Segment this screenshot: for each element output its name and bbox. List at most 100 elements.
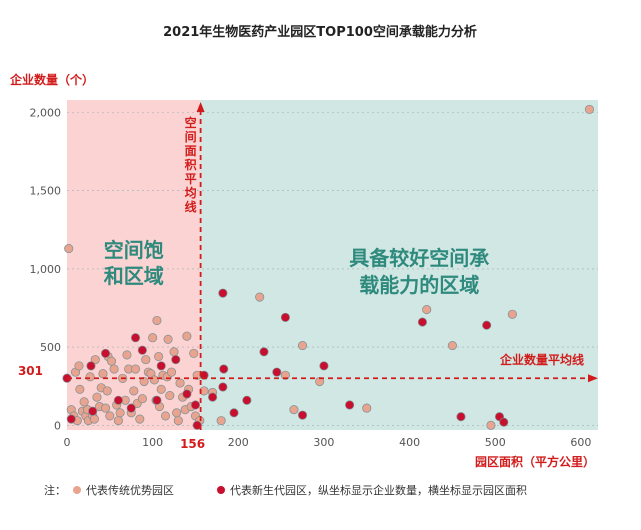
capacity-region-label-line1: 具备较好空间承 <box>349 246 489 270</box>
y-tick-label: 2,000 <box>30 107 62 120</box>
new-gen-park-point <box>182 389 192 399</box>
new-gen-park-point <box>88 406 98 416</box>
traditional-park-point <box>105 411 115 421</box>
traditional-park-point <box>137 394 147 404</box>
gridlines <box>67 112 598 426</box>
new-gen-park-point <box>100 348 111 358</box>
traditional-park-point <box>486 420 496 430</box>
traditional-park-point <box>189 348 199 358</box>
new-gen-park-point <box>126 403 136 413</box>
traditional-park-point <box>160 411 171 421</box>
traditional-park-point <box>169 347 179 357</box>
new-gen-park-point <box>66 414 76 424</box>
traditional-park-point <box>113 416 123 426</box>
data-points <box>62 104 594 430</box>
capacity-region <box>200 100 598 430</box>
y-tick-label: 1,000 <box>30 263 62 276</box>
traditional-park-point <box>141 355 151 365</box>
y-axis-label: 企业数量（个） <box>9 72 94 87</box>
x-tick-label: 400 <box>399 436 420 449</box>
new-gen-park-point <box>417 317 427 327</box>
new-gen-park-point <box>208 392 218 402</box>
legend-traditional-marker <box>73 486 81 494</box>
x-tick-label: 100 <box>142 436 163 449</box>
area-average-line-label-char: 面 <box>185 144 197 158</box>
legend-note-prefix: 注： <box>44 483 66 497</box>
x-tick-label: 600 <box>570 436 591 449</box>
chart-title: 2021年生物医药产业园区TOP100空间承载能力分析 <box>163 24 477 40</box>
new-gen-park-point <box>137 345 147 355</box>
new-gen-park-point <box>499 417 509 427</box>
x-tick-label: 200 <box>228 436 249 449</box>
new-gen-park-point <box>86 361 96 371</box>
new-gen-park-point <box>130 333 141 343</box>
traditional-park-point <box>102 386 112 396</box>
traditional-park-point <box>115 408 125 418</box>
new-gen-park-point <box>229 408 239 418</box>
traditional-park-point <box>297 340 308 351</box>
new-gen-park-point <box>218 382 228 392</box>
capacity-region-label-line2: 载能力的区域 <box>359 273 479 297</box>
new-gen-park-point <box>280 312 290 322</box>
traditional-park-point <box>216 416 226 426</box>
x-tick-label: 300 <box>313 436 334 449</box>
traditional-park-point <box>89 414 99 424</box>
area-average-line-label-char: 平 <box>185 172 197 186</box>
x-tick-label: 0 <box>64 436 71 449</box>
traditional-park-point <box>75 384 85 394</box>
area-average-line-label-char: 间 <box>185 129 197 144</box>
saturated-region-label-line1: 空间饱 <box>104 238 164 262</box>
traditional-park-point <box>92 392 102 402</box>
area-average-line-label-char: 均 <box>185 185 197 200</box>
traditional-park-point <box>182 331 192 341</box>
legend-new-gen-label: 代表新生代园区，纵坐标显示企业数量，横坐标显示园区面积 <box>230 483 527 497</box>
traditional-park-point <box>106 356 117 366</box>
new-gen-park-point <box>259 347 269 357</box>
new-gen-park-point <box>218 288 228 298</box>
traditional-park-point <box>315 376 325 387</box>
traditional-park-point <box>74 361 84 371</box>
new-gen-park-point <box>319 361 329 371</box>
new-gen-park-point <box>242 395 252 405</box>
traditional-park-point <box>507 309 517 319</box>
x-axis-label: 园区面积（平方公里） <box>475 454 595 469</box>
new-gen-park-point <box>345 400 355 410</box>
new-gen-park-point <box>219 364 229 374</box>
traditional-park-point <box>148 333 158 343</box>
traditional-park-point <box>152 315 162 326</box>
traditional-park-point <box>362 403 372 413</box>
traditional-park-point <box>447 340 457 351</box>
new-gen-park-point <box>482 320 492 330</box>
enterprise-average-line-label: 企业数量平均线 <box>499 352 584 367</box>
traditional-park-point <box>255 292 265 302</box>
traditional-park-point <box>172 408 182 418</box>
y-tick-label: 0 <box>54 419 61 432</box>
y-tick-label: 1,500 <box>30 185 62 198</box>
traditional-park-point <box>100 403 111 413</box>
traditional-park-point <box>173 416 183 426</box>
traditional-park-point <box>135 414 145 424</box>
traditional-park-point <box>289 405 299 415</box>
enterprise-average-value: 301 <box>18 364 43 378</box>
area-average-value: 156 <box>180 437 205 451</box>
traditional-park-point <box>98 369 108 379</box>
traditional-park-point <box>109 364 119 374</box>
traditional-park-point <box>130 364 141 374</box>
saturated-region-label-line2: 和区域 <box>104 264 164 288</box>
traditional-park-point <box>85 372 95 382</box>
traditional-park-point <box>165 391 175 401</box>
new-gen-park-point <box>297 410 308 420</box>
traditional-park-point <box>64 244 74 254</box>
new-gen-park-point <box>171 355 181 365</box>
traditional-park-point <box>584 104 594 114</box>
new-gen-park-point <box>113 395 123 405</box>
legend-new-gen-marker <box>217 486 225 494</box>
new-gen-park-point <box>190 400 201 410</box>
y-tick-label: 500 <box>40 341 61 354</box>
new-gen-park-point <box>156 361 166 371</box>
area-average-line-label-char: 积 <box>185 157 197 172</box>
new-gen-park-point <box>272 367 282 377</box>
